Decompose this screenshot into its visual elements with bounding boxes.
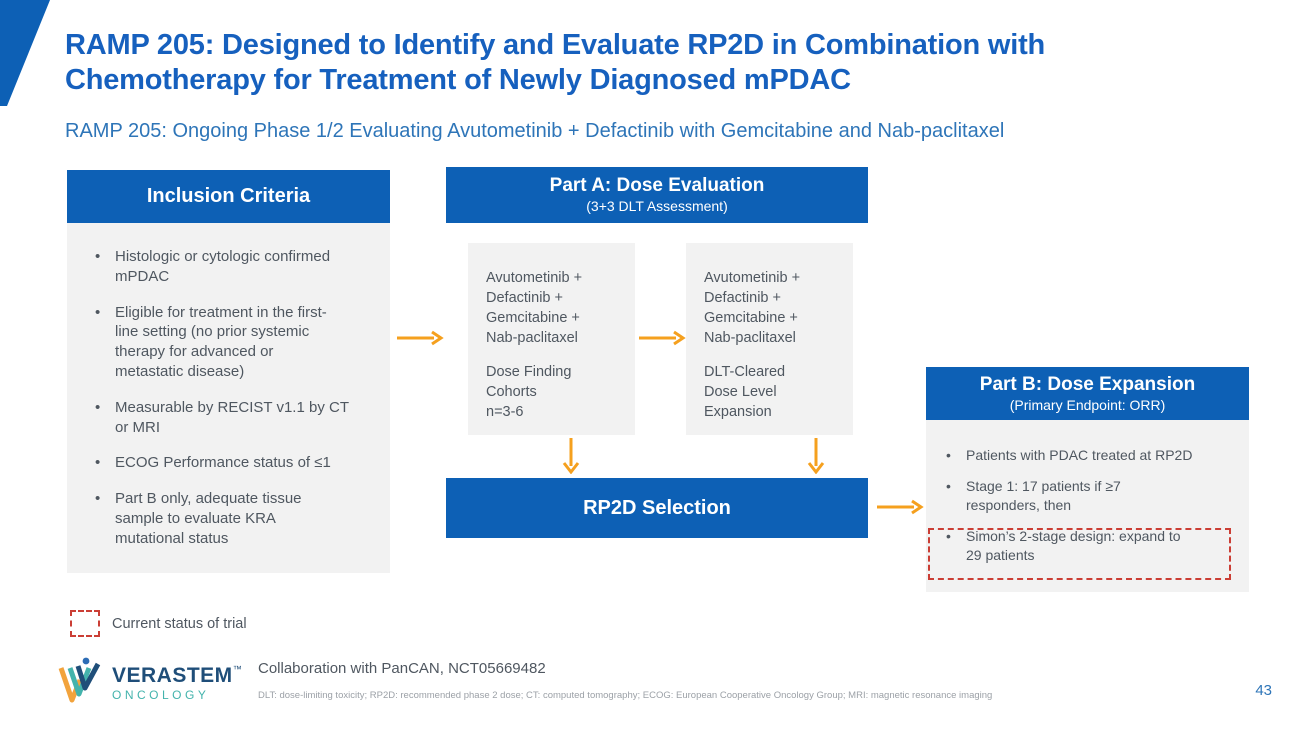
current-status-outline (928, 528, 1231, 580)
dashed-box-icon (70, 610, 100, 637)
page-number: 43 (1255, 682, 1272, 699)
inclusion-criteria-body: Histologic or cytologic confirmed mPDAC … (67, 223, 390, 573)
verastem-logo-icon (56, 656, 106, 709)
arrow-right-icon (876, 499, 924, 515)
dlt-cleared-box: Avutometinib + Defactinib + Gemcitabine … (686, 243, 853, 435)
part-b-header: Part B: Dose Expansion (Primary Endpoint… (926, 367, 1249, 420)
trademark-symbol: ™ (232, 663, 243, 674)
legend-label: Current status of trial (112, 615, 247, 632)
part-b-subtitle: (Primary Endpoint: ORR) (1009, 396, 1166, 413)
list-item: Simon’s 2-stage design: expand to 29 pat… (942, 527, 1239, 564)
verastem-logo: VERASTEM™ ONCOLOGY (56, 656, 242, 709)
part-b-list: Patients with PDAC treated at RP2D Stage… (942, 446, 1239, 564)
list-item: Measurable by RECIST v1.1 by CT or MRI (87, 398, 372, 438)
part-b-title: Part B: Dose Expansion (979, 374, 1196, 395)
drug-combination-text: Avutometinib + Defactinib + Gemcitabine … (486, 270, 583, 346)
list-item: Patients with PDAC treated at RP2D (942, 446, 1239, 465)
logo-secondary-text: ONCOLOGY (112, 687, 210, 702)
list-item: Histologic or cytologic confirmed mPDAC (87, 247, 372, 287)
part-a-subtitle: (3+3 DLT Assessment) (586, 197, 728, 214)
slide-subtitle: RAMP 205: Ongoing Phase 1/2 Evaluating A… (65, 120, 1005, 142)
list-item: ECOG Performance status of ≤1 (87, 453, 372, 473)
logo-primary-text: VERASTEM™ (112, 663, 243, 687)
slide-title: RAMP 205: Designed to Identify and Evalu… (65, 29, 1046, 97)
dose-finding-label: Dose Finding Cohorts n=3-6 (486, 364, 572, 420)
rp2d-selection-box: RP2D Selection (446, 478, 868, 538)
part-b-body: Patients with PDAC treated at RP2D Stage… (926, 420, 1249, 592)
part-a-title: Part A: Dose Evaluation (549, 175, 765, 196)
drug-combination-text: Avutometinib + Defactinib + Gemcitabine … (704, 270, 801, 346)
inclusion-criteria-list: Histologic or cytologic confirmed mPDAC … (87, 247, 372, 549)
arrow-right-icon (396, 330, 444, 346)
arrow-down-icon (562, 438, 580, 474)
list-item: Stage 1: 17 patients if ≥7 responders, t… (942, 477, 1239, 514)
collaboration-note: Collaboration with PanCAN, NCT05669482 (258, 660, 546, 677)
logo-text: VERASTEM™ ONCOLOGY (112, 663, 243, 702)
list-item: Part B only, adequate tissue sample to e… (87, 489, 372, 548)
arrow-down-icon (807, 438, 825, 474)
dlt-cleared-label: DLT-Cleared Dose Level Expansion (704, 364, 786, 420)
list-item: Eligible for treatment in the first- lin… (87, 303, 372, 382)
abbreviations-footnote: DLT: dose-limiting toxicity; RP2D: recom… (258, 690, 993, 701)
dose-finding-box: Avutometinib + Defactinib + Gemcitabine … (468, 243, 635, 435)
part-a-header: Part A: Dose Evaluation (3+3 DLT Assessm… (446, 167, 868, 223)
corner-accent-shape (0, 0, 50, 106)
inclusion-criteria-header: Inclusion Criteria (67, 170, 390, 223)
legend: Current status of trial (70, 610, 247, 637)
arrow-right-icon (638, 330, 686, 346)
